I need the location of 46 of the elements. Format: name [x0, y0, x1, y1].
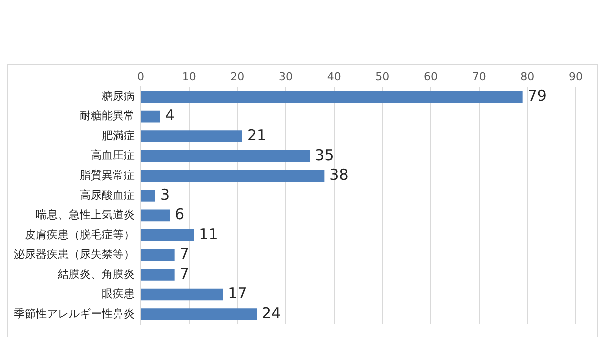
bar: [142, 288, 224, 301]
data-label: 21: [248, 126, 267, 145]
bar: [142, 308, 257, 320]
y-tick-label: 眼疾患: [102, 288, 135, 301]
bar: [142, 110, 160, 123]
y-tick-label: 喘息、急性上気道炎: [36, 208, 135, 222]
x-tick-label: 40: [327, 70, 342, 84]
y-tick-label: 高血圧症: [91, 149, 135, 162]
bar: [142, 210, 170, 222]
y-tick-label: 脂質異常症: [80, 169, 135, 182]
x-tick-label: 70: [472, 70, 486, 84]
bar: [142, 190, 156, 202]
y-tick-label: 耐糖能異常: [80, 110, 135, 123]
bar: [142, 91, 523, 104]
data-label: 38: [330, 166, 349, 184]
bar: [142, 249, 175, 262]
data-label: 24: [262, 304, 282, 322]
data-label: 35: [315, 146, 334, 164]
bar: [142, 130, 242, 143]
data-label: 7: [180, 245, 190, 264]
x-tick-label: 60: [424, 70, 438, 84]
y-tick-label: 高尿酸血症: [80, 188, 135, 202]
x-tick-label: 20: [230, 70, 245, 84]
y-tick-label: 泌尿器疾患（尿失禁等）: [14, 248, 135, 262]
bar: [142, 230, 194, 242]
x-tick-label: 80: [520, 70, 535, 84]
data-label: 17: [228, 284, 248, 303]
x-tick-label: 30: [279, 70, 293, 84]
data-label: 7: [180, 264, 190, 283]
y-tick-label: 糖尿病: [102, 90, 135, 103]
bar: [142, 170, 325, 182]
data-label: 3: [160, 186, 170, 204]
x-tick-label: 0: [138, 70, 144, 84]
data-label: 11: [199, 225, 218, 244]
data-label: 4: [165, 106, 175, 125]
bar: [142, 269, 175, 281]
x-tick-label: 10: [182, 70, 196, 84]
y-tick-label: 皮膚疾患（脱毛症等）: [25, 228, 135, 242]
data-label: 79: [528, 86, 547, 105]
bar: [142, 150, 310, 162]
data-label: 6: [175, 206, 185, 224]
x-tick-label: 90: [569, 70, 583, 84]
y-tick-label: 季節性アレルギー性鼻炎: [14, 307, 135, 320]
y-tick-label: 結膜炎、角膜炎: [57, 268, 135, 281]
x-tick-label: 50: [376, 70, 390, 84]
y-tick-label: 肥満症: [102, 129, 135, 142]
